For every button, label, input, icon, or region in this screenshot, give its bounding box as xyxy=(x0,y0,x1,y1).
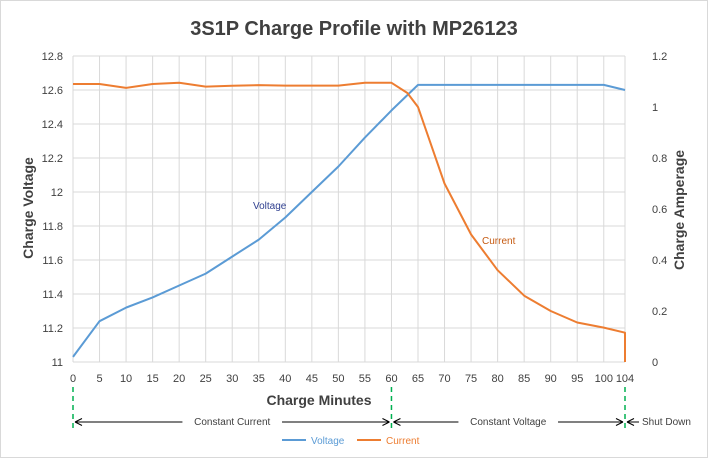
phase-layer: Constant Current Constant Voltage Shut Dow… xyxy=(72,387,691,432)
x-tick-label: 70 xyxy=(438,373,450,385)
y2-tick-label: 0.2 xyxy=(652,306,667,318)
current-series-line xyxy=(73,81,626,362)
arrow-head xyxy=(393,418,401,426)
x-tick-label: 80 xyxy=(491,373,503,385)
y-tick-label: 11.4 xyxy=(42,289,63,301)
y-tick-label: 11.6 xyxy=(42,255,63,267)
voltage-annotation: Voltage xyxy=(253,201,287,212)
x-tick-label: 40 xyxy=(279,373,291,385)
x-tick-label: 50 xyxy=(332,373,344,385)
y-tick-label: 12.2 xyxy=(42,153,63,165)
y-tick-label: 11 xyxy=(52,357,63,369)
y2-tick-label: 1 xyxy=(652,102,658,114)
y2-tick-label: 0.6 xyxy=(652,204,667,216)
voltage-series-line xyxy=(72,83,626,358)
x-tick-label: 30 xyxy=(226,373,238,385)
phase-label-constant-current: Constant Current xyxy=(194,417,270,428)
y2-tick-labels: 0 0.2 0.4 0.6 0.8 1 1.2 xyxy=(652,51,667,369)
x-tick-label: 60 xyxy=(385,373,397,385)
legend-voltage-label: Voltage xyxy=(311,436,345,447)
y-tick-label: 11.8 xyxy=(42,221,63,233)
x-tick-label: 104 xyxy=(616,373,634,385)
x-tick-label: 85 xyxy=(518,373,530,385)
x-tick-label: 90 xyxy=(545,373,557,385)
x-tick-labels: 0 5 10 15 20 25 30 35 40 45 50 55 60 65 70 75 80 85 90 95 10… xyxy=(70,373,634,385)
y-axis-label: Charge Voltage xyxy=(20,157,36,259)
x-tick-label: 5 xyxy=(96,373,102,385)
x-tick-label: 10 xyxy=(120,373,132,385)
y-tick-label: 12.4 xyxy=(42,119,63,131)
current-annotation: Current xyxy=(482,236,516,247)
x-tick-label: 95 xyxy=(571,373,583,385)
series-layer xyxy=(72,81,626,362)
x-tick-label: 0 xyxy=(70,373,76,385)
x-tick-label: 75 xyxy=(465,373,477,385)
x-tick-label: 55 xyxy=(359,373,371,385)
arrow-head xyxy=(626,418,635,426)
y-tick-label: 11.2 xyxy=(42,323,63,335)
y-tick-label: 12 xyxy=(51,187,63,199)
phase-label-shut-down: Shut Down xyxy=(642,417,691,428)
legend-current-label: Current xyxy=(386,436,420,447)
x-axis-label: Charge Minutes xyxy=(266,392,371,408)
chart-title: 3S1P Charge Profile with MP26123 xyxy=(190,18,518,40)
x-tick-label: 35 xyxy=(253,373,265,385)
x-tick-label: 20 xyxy=(173,373,185,385)
y-tick-label: 12.6 xyxy=(42,85,63,97)
y2-tick-label: 0 xyxy=(652,357,658,369)
y2-tick-label: 1.2 xyxy=(652,51,667,63)
x-tick-label: 15 xyxy=(146,373,158,385)
arrow-head xyxy=(74,418,83,426)
y2-axis-label: Charge Amperage xyxy=(671,150,687,270)
arrow-head xyxy=(382,418,390,426)
arrow-head xyxy=(615,418,624,426)
phase-label-constant-voltage: Constant Voltage xyxy=(470,417,547,428)
x-tick-label: 65 xyxy=(412,373,424,385)
y2-tick-label: 0.8 xyxy=(652,153,667,165)
x-tick-label: 45 xyxy=(306,373,318,385)
y2-tick-label: 0.4 xyxy=(652,255,667,267)
y-tick-label: 12.8 xyxy=(42,51,63,63)
x-tick-label: 100 xyxy=(595,373,613,385)
x-tick-label: 25 xyxy=(200,373,212,385)
y-tick-labels: 11 11.2 11.4 11.6 11.8 12 12.2 12.4 12.6 12.8 xyxy=(42,51,63,369)
legend: Voltage Current xyxy=(282,436,420,447)
